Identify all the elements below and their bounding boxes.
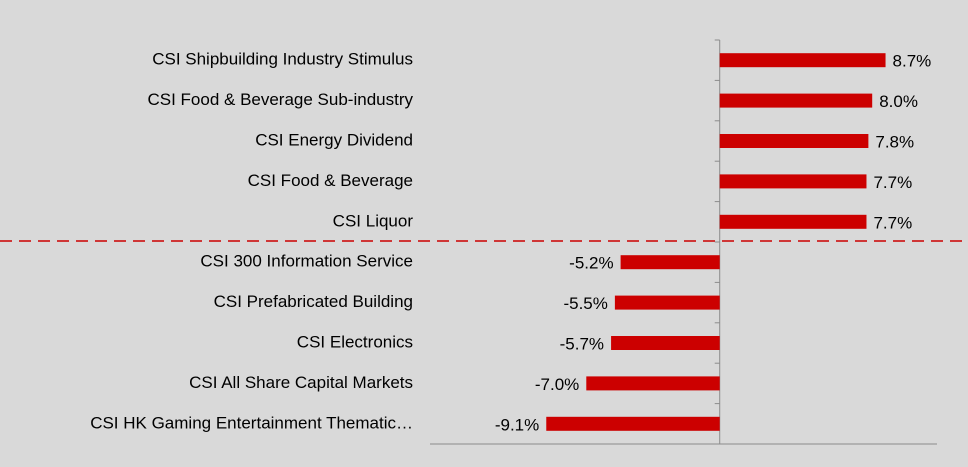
bar [620, 255, 720, 270]
category-label: CSI Shipbuilding Industry Stimulus [152, 50, 413, 69]
value-label: 7.7% [873, 173, 912, 192]
category-label: CSI 300 Information Service [200, 252, 413, 271]
bar [546, 416, 720, 431]
value-label: 7.8% [875, 132, 914, 151]
category-label: CSI Energy Dividend [255, 130, 413, 149]
value-label: -5.2% [569, 254, 613, 273]
value-label: -9.1% [495, 415, 539, 434]
category-label: CSI Food & Beverage [248, 171, 413, 190]
value-label: -5.7% [560, 334, 604, 353]
value-label: 7.7% [873, 213, 912, 232]
category-label: CSI Electronics [297, 332, 413, 351]
value-label: 8.0% [879, 92, 918, 111]
category-label: CSI Liquor [333, 211, 414, 230]
value-label: 8.7% [893, 52, 932, 71]
bar [719, 53, 886, 68]
value-label: -7.0% [535, 375, 579, 394]
bar [719, 174, 867, 189]
bar [719, 134, 869, 148]
bar [611, 336, 720, 350]
bar [614, 295, 720, 310]
category-label: CSI Food & Beverage Sub-industry [147, 90, 413, 109]
category-label: CSI All Share Capital Markets [189, 373, 413, 392]
bar [586, 376, 720, 391]
bar [719, 214, 867, 229]
value-label: -5.5% [563, 294, 607, 313]
bar [719, 93, 873, 108]
category-label: CSI Prefabricated Building [214, 292, 413, 311]
category-label: CSI HK Gaming Entertainment Thematic… [90, 413, 413, 432]
